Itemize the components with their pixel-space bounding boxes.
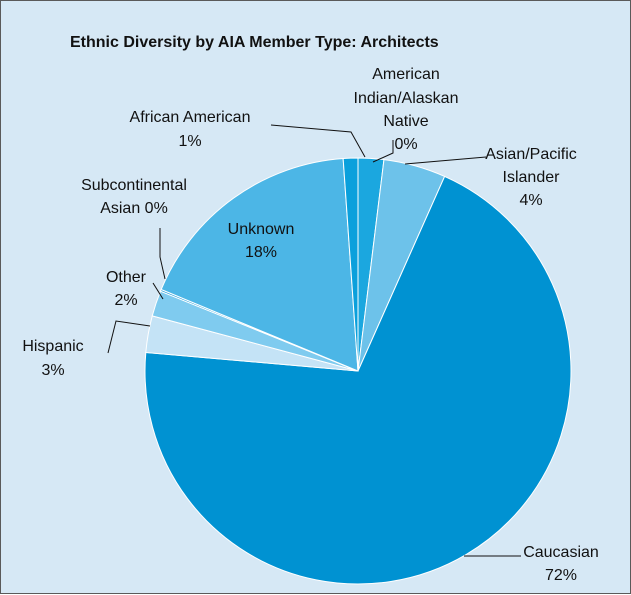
slice-label: American Indian/Alaskan Native 0% (354, 66, 459, 153)
pie-slice (144, 175, 572, 585)
pie-slices (144, 157, 572, 585)
slice-label: Asian/Pacific Islander 4% (485, 146, 577, 209)
leader-line (270, 124, 366, 158)
slice-labels: American Indian/Alaskan Native 0% Asian/Paci… (22, 66, 598, 584)
leader-line (107, 320, 151, 354)
slice-label: Hispanic 3% (22, 338, 83, 379)
leader-lines (107, 124, 521, 557)
chart-title: Ethnic Diversity by AIA Member Type: Arc… (70, 34, 439, 51)
leader-line (372, 140, 394, 163)
pie-slice (160, 157, 359, 372)
slice-label: Subcontinental Asian 0% (81, 177, 187, 217)
slice-label: Other 2% (106, 269, 147, 309)
leader-line (159, 228, 166, 280)
pie-slice (342, 157, 359, 372)
leader-line (404, 156, 487, 165)
slice-label: Unknown 18% (228, 221, 295, 261)
slice-label: Caucasian 72% (523, 544, 599, 584)
leader-line (152, 282, 164, 300)
slice-label: African American 1% (130, 109, 251, 150)
